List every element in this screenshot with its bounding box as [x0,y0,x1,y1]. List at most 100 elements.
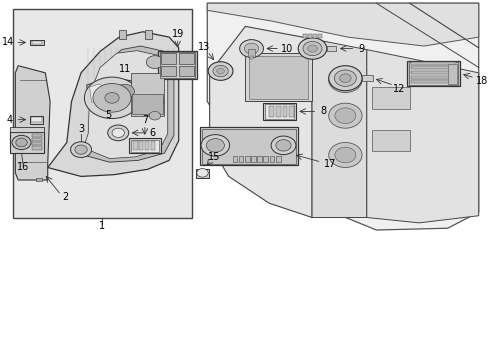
Bar [36,178,41,181]
Polygon shape [209,26,311,217]
Bar [31,117,41,122]
Text: 1: 1 [99,221,105,231]
Bar [179,66,194,76]
Bar [131,73,164,116]
Circle shape [115,84,134,99]
Bar [144,141,149,150]
Text: 13: 13 [198,42,210,52]
Bar [200,127,297,165]
Text: 3: 3 [78,124,84,134]
Text: 12: 12 [392,84,404,94]
Bar [269,156,274,162]
Bar [307,34,311,38]
Circle shape [334,70,356,86]
Bar [410,71,455,74]
Bar [275,156,280,162]
Text: 8: 8 [320,107,326,116]
Polygon shape [15,66,50,180]
Circle shape [270,136,295,155]
Circle shape [208,62,232,80]
Bar [282,106,286,117]
Bar [30,116,43,123]
Bar [201,129,296,164]
Bar [410,62,455,64]
Bar [361,75,372,81]
Bar [371,87,409,109]
Text: 18: 18 [474,76,487,86]
Bar [263,156,268,162]
Circle shape [328,103,361,128]
Bar [139,141,143,150]
Bar [288,106,293,117]
Bar [32,142,42,145]
Bar [32,134,42,137]
Circle shape [12,135,31,150]
Circle shape [216,68,224,74]
Polygon shape [89,84,109,102]
Circle shape [339,74,350,82]
Circle shape [70,142,91,157]
Circle shape [107,125,128,141]
Bar [265,104,293,118]
Circle shape [206,139,224,152]
Circle shape [75,145,87,154]
Text: 2: 2 [62,192,68,202]
Bar [10,132,44,153]
Bar [303,34,306,38]
Polygon shape [76,46,174,162]
Bar [371,130,409,152]
Circle shape [146,56,163,68]
Bar [133,141,138,150]
Bar [10,127,44,132]
Text: 17: 17 [323,159,336,169]
Circle shape [104,93,119,103]
Bar [119,30,126,39]
Circle shape [334,147,355,163]
Bar [179,53,194,64]
Bar [30,40,44,45]
Circle shape [328,143,361,167]
Text: 16: 16 [17,162,29,172]
Text: 4: 4 [6,114,13,125]
Circle shape [201,135,229,156]
Polygon shape [86,81,113,104]
Bar [312,34,316,38]
Bar [250,156,255,162]
Circle shape [213,65,228,77]
Bar [130,140,159,152]
Bar [158,51,197,79]
Bar [160,52,195,78]
Bar [132,94,163,114]
Bar [408,62,457,85]
Circle shape [196,168,208,177]
Bar [248,56,307,99]
Circle shape [146,95,163,108]
Bar [317,34,321,38]
Bar [410,66,455,69]
Bar [244,156,249,162]
Polygon shape [48,32,178,176]
Bar [161,53,176,64]
Text: 14: 14 [2,37,14,48]
Circle shape [303,41,322,56]
Circle shape [334,108,355,123]
Bar [32,138,42,141]
Bar [238,156,243,162]
Bar [326,46,336,51]
Bar [263,103,295,120]
Bar [248,49,254,58]
Bar [410,76,455,78]
Circle shape [239,40,263,58]
Polygon shape [207,3,478,230]
Bar [410,80,455,83]
Bar [447,64,456,84]
Text: 5: 5 [105,110,112,120]
Bar [196,169,208,178]
Text: 10: 10 [281,44,293,54]
Text: 11: 11 [119,64,131,74]
Text: 7: 7 [142,115,148,125]
Bar [32,147,42,150]
Bar [257,156,262,162]
Polygon shape [366,50,478,223]
Bar [232,156,237,162]
